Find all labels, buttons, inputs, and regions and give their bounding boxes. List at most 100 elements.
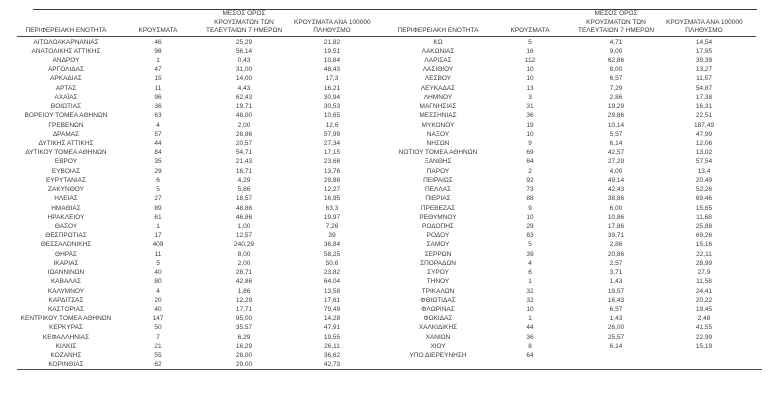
- avg7-cell: 5,86: [237, 186, 251, 194]
- cases-cell: 92: [526, 176, 534, 184]
- cases-cell: 27: [154, 195, 162, 203]
- avg7-cell: 4,43: [237, 84, 251, 92]
- region-cell: ΘΕΣΠΡΩΤΙΑΣ: [45, 232, 87, 240]
- region-cell: ΑΡΚΑΔΙΑΣ: [50, 75, 82, 83]
- col-header-per100k-line2: ΠΛΗΘΥΣΜΟ: [313, 26, 351, 34]
- cases-cell: 5: [156, 186, 160, 194]
- table-row: ΛΕΣΒΟΥ 10 6,57 11,57: [382, 74, 750, 83]
- table-row: ΓΡΕΒΕΝΩΝ 4 2,00 12,6: [10, 120, 378, 129]
- per100k-cell: 29,88: [323, 176, 341, 184]
- region-cell: ΑΡΤΑΣ: [55, 84, 77, 92]
- per100k-cell: 187,49: [694, 121, 714, 129]
- cases-cell: 44: [526, 324, 534, 332]
- table-row: ΚΟΡΙΝΘΙΑΣ 62 29,00 42,73: [10, 360, 378, 369]
- region-cell: ΛΕΥΚΑΔΑΣ: [420, 84, 456, 92]
- table-row: ΛΑΚΩΝΙΑΣ 16 9,00 17,95: [382, 47, 750, 56]
- table-row: ΚΑΣΤΟΡΙΑΣ 40 17,71 79,49: [10, 305, 378, 314]
- region-cell: ΠΕΙΡΑΙΩΣ: [423, 176, 453, 184]
- per100k-cell: 16,31: [695, 103, 713, 111]
- cases-cell: 46: [154, 38, 162, 46]
- avg7-cell: 2,00: [237, 259, 251, 267]
- region-cell: ΚΕΝΤΡΙΚΟΥ ΤΟΜΕΑ ΑΘΗΝΩΝ: [20, 315, 112, 323]
- region-cell: ΝΟΤΙΟΥ ΤΟΜΕΑ ΑΘΗΝΩΝ: [398, 149, 478, 157]
- per100k-cell: 22,11: [696, 250, 712, 258]
- table-row: ΜΕΣΣΗΝΙΑΣ 36 29,86 22,51: [382, 111, 750, 120]
- cases-cell: 32: [526, 287, 534, 295]
- table-row: ΑΝΑΤΟΛΙΚΗΣ ΑΤΤΙΚΗΣ 98 56,14 19,51: [10, 47, 378, 56]
- region-cell: ΤΗΝΟΥ: [426, 278, 450, 286]
- avg7-cell: 2,57: [609, 259, 623, 267]
- avg7-cell: 49,14: [607, 176, 625, 184]
- avg7-cell: 38,86: [607, 195, 625, 203]
- region-cell: ΒΟΡΕΙΟΥ ΤΟΜΕΑ ΑΘΗΝΩΝ: [24, 112, 108, 120]
- col-header-avg7-line3: ΤΕΛΕΥΤΑΙΩΝ 7 ΗΜΕΡΩΝ: [577, 26, 655, 34]
- region-cell: ΕΒΡΟΥ: [54, 158, 78, 166]
- table-row: ΔΥΤΙΚΟΥ ΤΟΜΕΑ ΑΘΗΝΩΝ 84 54,71 17,15: [10, 148, 378, 157]
- region-cell: ΦΩΚΙΔΑΣ: [423, 315, 453, 323]
- col-header-avg7-line2: ΚΡΟΥΣΜΑΤΩΝ ΤΩΝ: [586, 18, 646, 26]
- cases-cell: 6: [156, 176, 160, 184]
- region-cell: ΗΡΑΚΛΕΙΟΥ: [47, 213, 85, 221]
- region-cell: ΡΕΘΥΜΝΟΥ: [419, 213, 457, 221]
- per100k-cell: 19,55: [323, 333, 341, 341]
- region-cell: ΘΗΡΑΣ: [55, 250, 77, 258]
- cases-cell: 5: [156, 259, 160, 267]
- col-header-per100k: ΚΡΟΥΣΜΑΤΑ ΑΝΑ 100000 ΠΛΗΘΥΣΜΟ: [666, 19, 743, 35]
- avg7-cell: 3,71: [609, 269, 623, 277]
- avg7-cell: 28,71: [235, 269, 253, 277]
- table-row: ΤΡΙΚΑΛΩΝ 32 19,57 24,41: [382, 286, 750, 295]
- cases-cell: 10: [526, 213, 534, 221]
- region-cell: ΑΝΔΡΟΥ: [52, 57, 80, 65]
- per100k-cell: 22,51: [695, 112, 713, 120]
- avg7-cell: 17,86: [607, 222, 625, 230]
- table-row: ΑΡΤΑΣ 11 4,43 16,21: [10, 84, 378, 93]
- region-cell: ΠΙΕΡΙΑΣ: [425, 195, 451, 203]
- avg7-cell: 26,00: [607, 324, 625, 332]
- per100k-cell: 36,84: [323, 241, 341, 249]
- per100k-cell: 13,02: [695, 149, 713, 157]
- table-row: ΜΑΓΝΗΣΙΑΣ 31 19,29 16,31: [382, 102, 750, 111]
- cases-cell: 112: [524, 57, 536, 65]
- table-row: ΑΝΔΡΟΥ 1 0,43 10,84: [10, 56, 378, 65]
- region-cell: ΚΙΛΚΙΣ: [55, 342, 77, 350]
- cases-cell: 64: [526, 352, 534, 360]
- avg7-cell: 2,86: [609, 93, 623, 101]
- per100k-cell: 30,94: [323, 93, 341, 101]
- per100k-cell: 27,34: [323, 140, 341, 148]
- col-header-cases-label: ΚΡΟΥΣΜΑΤΑ: [510, 26, 550, 34]
- cases-cell: 62: [154, 361, 162, 369]
- cases-cell: 89: [154, 204, 162, 212]
- avg7-cell: 6,57: [609, 75, 623, 83]
- per100k-cell: 12,06: [695, 140, 713, 148]
- region-cell: ΚΩ: [433, 38, 443, 46]
- per100k-cell: 2,48: [697, 315, 711, 323]
- cases-cell: 10: [526, 130, 534, 138]
- cases-cell: 73: [526, 186, 534, 194]
- avg7-cell: 4,71: [609, 38, 623, 46]
- table-row: ΤΗΝΟΥ 1 1,43 11,58: [382, 277, 750, 286]
- avg7-cell: 29,86: [607, 112, 625, 120]
- avg7-cell: 62,43: [235, 93, 253, 101]
- per100k-cell: 11,58: [696, 278, 712, 286]
- region-cell: ΚΕΦΑΛΛΗΝΙΑΣ: [42, 333, 90, 341]
- avg7-cell: 1,00: [237, 222, 251, 230]
- table-row: ΣΥΡΟΥ 6 3,71 27,9: [382, 268, 750, 277]
- table-row: ΗΛΕΙΑΣ 27 18,57 16,95: [10, 194, 378, 203]
- per100k-cell: 13,76: [323, 167, 341, 175]
- region-cell: ΙΚΑΡΙΑΣ: [53, 259, 79, 267]
- avg7-cell: 46,86: [235, 213, 253, 221]
- cases-cell: 32: [526, 296, 534, 304]
- table-body-left: ΑΙΤΩΛΟΑΚΑΡΝΑΝΙΑΣ 46 25,29 21,82 ΑΝΑΤΟΛΙΚ…: [10, 38, 378, 370]
- cases-cell: 20: [154, 296, 162, 304]
- table-row: ΠΕΙΡΑΙΩΣ 92 49,14 20,49: [382, 176, 750, 185]
- table-row: ΑΙΤΩΛΟΑΚΑΡΝΑΝΙΑΣ 46 25,29 21,82: [10, 38, 378, 47]
- per100k-cell: 14,28: [323, 315, 341, 323]
- avg7-cell: 7,29: [609, 84, 623, 92]
- cases-cell: 409: [152, 241, 164, 249]
- cases-cell: 36: [154, 103, 162, 111]
- avg7-cell: 6,29: [237, 333, 251, 341]
- cases-cell: 29: [154, 167, 162, 175]
- table-row: ΚΟΖΑΝΗΣ 55 28,00 36,62: [10, 351, 378, 360]
- region-cell: ΜΕΣΣΗΝΙΑΣ: [419, 112, 457, 120]
- region-cell: ΙΩΑΝΝΙΝΩΝ: [47, 269, 85, 277]
